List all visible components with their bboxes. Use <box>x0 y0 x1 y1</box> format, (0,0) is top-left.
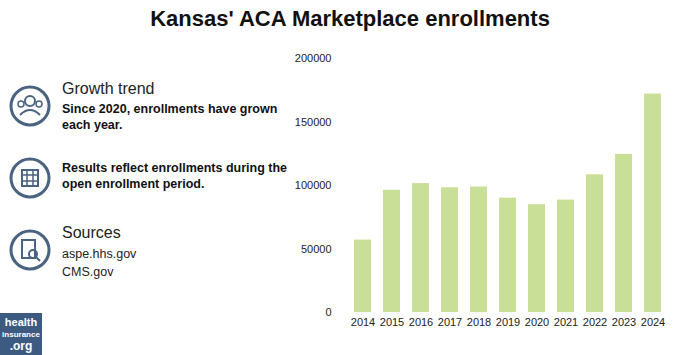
svg-text:2015: 2015 <box>380 316 404 328</box>
svg-text:2014: 2014 <box>351 316 375 328</box>
svg-text:2017: 2017 <box>438 316 462 328</box>
html-text:Since 2020, enrollments have g: Since 2020, enrollments have grown each … <box>62 102 278 132</box>
svg-text:0: 0 <box>325 306 331 318</box>
html-text:aspe.hhs.gov: aspe.hhs.gov <box>62 247 137 261</box>
svg-text:2022: 2022 <box>583 316 607 328</box>
html-text:Growth trend: Growth trend <box>62 80 155 97</box>
html-text:CMS.gov: CMS.gov <box>62 265 114 279</box>
svg-text:2018: 2018 <box>467 316 491 328</box>
svg-text:2023: 2023 <box>612 316 636 328</box>
svg-text:2021: 2021 <box>554 316 578 328</box>
html-text:Sources: Sources <box>62 224 121 241</box>
svg-text:2016: 2016 <box>409 316 433 328</box>
svg-text:2020: 2020 <box>525 316 549 328</box>
html-text:health: health <box>4 316 38 328</box>
svg-text:50000: 50000 <box>301 243 332 255</box>
svg-text:200000: 200000 <box>295 52 332 64</box>
svg-text:150000: 150000 <box>295 116 332 128</box>
svg-text:2019: 2019 <box>496 316 520 328</box>
html-text:Results reflect enrollments du: Results reflect enrollments during the o… <box>62 161 287 191</box>
svg-text:2024: 2024 <box>641 316 665 328</box>
html-text:insurance: insurance <box>2 330 40 339</box>
svg-text:100000: 100000 <box>295 179 332 191</box>
html-text:.org: .org <box>9 339 33 353</box>
html-text:Kansas' ACA Marketplace enroll: Kansas' ACA Marketplace enrollments <box>150 6 550 31</box>
